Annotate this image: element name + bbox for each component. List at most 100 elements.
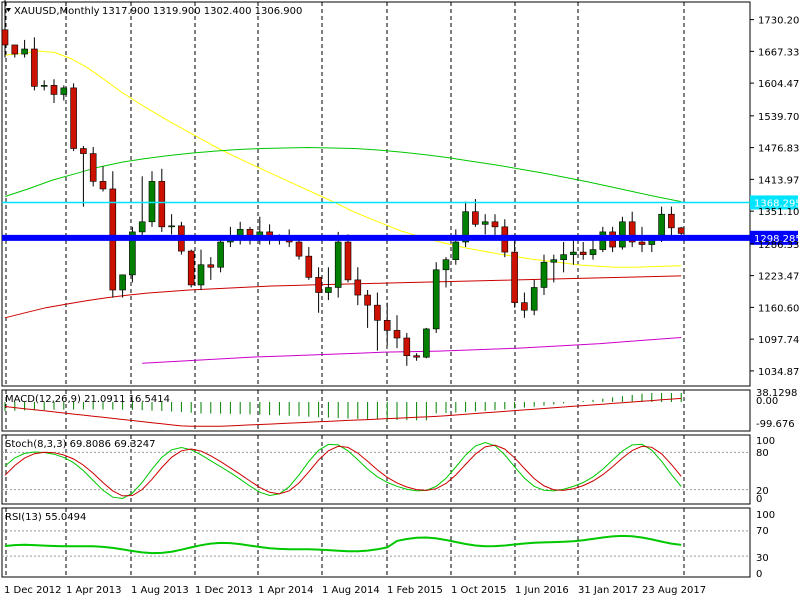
main-panel-frame bbox=[1, 1, 751, 387]
level-tag-label: 1368.295 bbox=[754, 198, 800, 209]
candle-body bbox=[668, 213, 675, 229]
stoch-k-line bbox=[4, 441, 682, 500]
candle-body bbox=[1, 29, 9, 46]
stoch-label: Stoch(8,3,3) 69.8086 69.3247 bbox=[5, 439, 156, 450]
moving-average-line bbox=[4, 146, 682, 203]
time-tick-label: 1 Feb 2015 bbox=[387, 585, 443, 596]
candle-body bbox=[60, 87, 68, 95]
price-axis: 1730.200 1667.335 1604.470 1539.700 1476.835… bbox=[750, 16, 800, 378]
macd-label: MACD(12,26,9) 21.0911 16.5414 bbox=[5, 394, 170, 405]
price-tick-label: 1476.835 bbox=[758, 144, 800, 155]
rsi-line bbox=[4, 534, 682, 555]
rsi-tick-label: 70 bbox=[756, 526, 769, 537]
price-tick-label: 1604.470 bbox=[758, 79, 800, 90]
macd-tick-label: 38.1298 bbox=[756, 388, 797, 399]
stoch-panel-frame bbox=[1, 434, 751, 505]
rsi-tick-label: 100 bbox=[756, 510, 775, 521]
candle-body bbox=[295, 241, 303, 257]
candle-body bbox=[70, 87, 77, 149]
candle-body bbox=[119, 274, 126, 291]
candle-body bbox=[481, 221, 489, 225]
level-tag-label: 1298.285 bbox=[754, 234, 800, 245]
time-tick-label: 1 Jun 2016 bbox=[515, 585, 569, 596]
candle-body bbox=[217, 241, 224, 268]
macd-panel-frame bbox=[1, 389, 751, 432]
candle-body bbox=[511, 251, 518, 303]
candle-body bbox=[530, 287, 538, 311]
ohlc-readout: 1317.900 1319.900 1302.400 1306.900 bbox=[102, 6, 302, 17]
candle-body bbox=[452, 241, 460, 260]
dropdown-triangle-icon[interactable] bbox=[6, 8, 11, 12]
candle-body bbox=[364, 294, 371, 306]
candle-body bbox=[628, 221, 636, 243]
candle-body bbox=[638, 241, 646, 245]
time-axis: 1 Dec 2012 1 Apr 2013 1 Aug 2013 1 Dec 2013… bbox=[4, 585, 706, 596]
candle-body bbox=[579, 251, 587, 255]
moving-averages bbox=[4, 50, 682, 364]
candle-body bbox=[462, 211, 469, 243]
candle-body bbox=[521, 302, 528, 311]
rsi-panel-frame bbox=[1, 507, 751, 578]
candle-body bbox=[393, 330, 401, 339]
candle-body bbox=[432, 269, 440, 330]
candle-body bbox=[442, 259, 450, 271]
time-tick-label: 1 Aug 2013 bbox=[131, 585, 189, 596]
candle-body bbox=[354, 279, 362, 296]
moving-average-line bbox=[4, 50, 682, 268]
candle-body bbox=[383, 320, 391, 331]
candle-body bbox=[344, 241, 352, 281]
candle-body bbox=[472, 211, 479, 225]
macd-signal-line bbox=[4, 397, 682, 427]
candle-body bbox=[325, 287, 332, 293]
candle-body bbox=[197, 264, 205, 286]
candle-body bbox=[21, 48, 28, 55]
candle-body bbox=[11, 44, 19, 55]
price-tick-label: 1351.105 bbox=[758, 207, 800, 218]
candle-body bbox=[589, 249, 597, 255]
stoch-tick-label: 0 bbox=[756, 494, 762, 505]
macd-tick-label: -99.676 bbox=[756, 419, 795, 430]
candle-body bbox=[619, 221, 626, 248]
time-tick-label: 1 Apr 2013 bbox=[66, 585, 121, 596]
stoch-tick-label: 100 bbox=[756, 436, 775, 447]
candle-body bbox=[207, 264, 215, 268]
candle-body bbox=[677, 227, 685, 234]
candle-body bbox=[148, 181, 156, 223]
candle-body bbox=[168, 225, 175, 228]
time-tick-label: 1 Aug 2014 bbox=[322, 585, 380, 596]
candle-body bbox=[50, 85, 58, 95]
price-tick-label: 1160.605 bbox=[758, 303, 800, 314]
horizontal-lines[interactable]: 1368.295 1298.285 bbox=[2, 195, 800, 245]
candle-body bbox=[550, 259, 558, 263]
time-tick-label: 31 Jan 2017 bbox=[578, 585, 638, 596]
price-tick-label: 1539.700 bbox=[758, 112, 800, 123]
candle-body bbox=[374, 304, 381, 321]
candle-body bbox=[540, 261, 548, 288]
candle-body bbox=[187, 250, 195, 286]
time-tick-label: 1 Dec 2012 bbox=[4, 585, 62, 596]
candle-body bbox=[138, 221, 146, 233]
price-tick-label: 1286.335 bbox=[758, 240, 800, 251]
price-tick-label: 1413.970 bbox=[758, 175, 800, 186]
stoch-d-line bbox=[4, 444, 682, 497]
candle-body bbox=[413, 355, 420, 358]
candle-body bbox=[40, 85, 48, 87]
candle-body bbox=[560, 254, 567, 260]
candle-body bbox=[305, 255, 313, 278]
candle-body bbox=[315, 277, 322, 293]
moving-average-line bbox=[142, 337, 682, 364]
price-tick-label: 1730.200 bbox=[758, 16, 800, 27]
candle-body bbox=[334, 241, 342, 288]
stoch-tick-label: 20 bbox=[756, 486, 769, 497]
stoch-tick-label: 80 bbox=[756, 448, 769, 459]
candle-body bbox=[570, 251, 577, 255]
candle-body bbox=[80, 148, 87, 154]
time-tick-label: 1 Oct 2015 bbox=[451, 585, 506, 596]
time-tick-label: 1 Dec 2013 bbox=[195, 585, 253, 596]
rsi-tick-label: 30 bbox=[756, 553, 769, 564]
vertical-grid bbox=[5, 2, 685, 577]
level-tag bbox=[750, 195, 798, 210]
